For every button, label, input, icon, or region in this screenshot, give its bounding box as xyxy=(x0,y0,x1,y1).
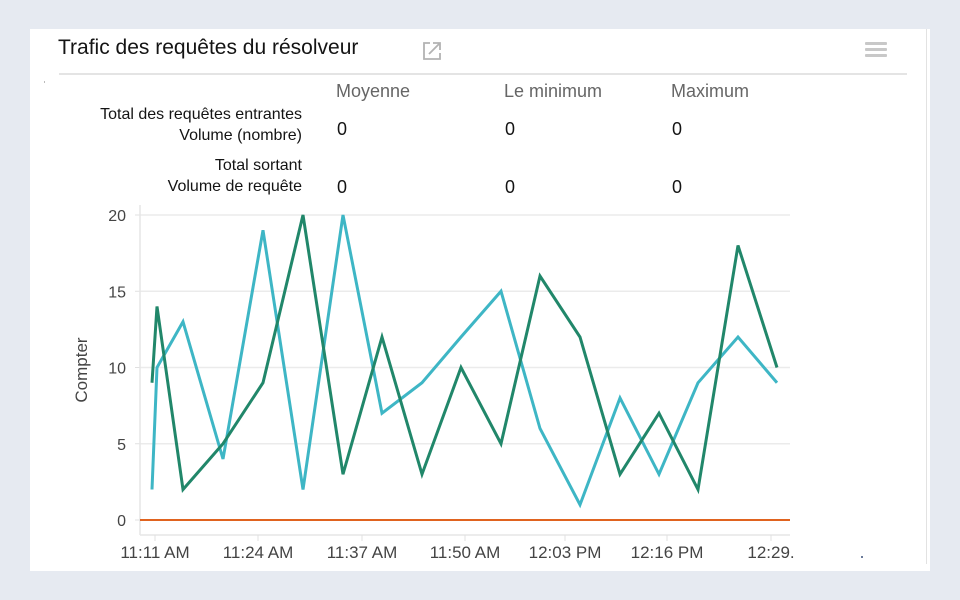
row-label-outgoing: Total sortant Volume de requête xyxy=(168,155,302,197)
x-tick-label: 11:37 AM xyxy=(327,543,398,562)
row-label-line1: Total sortant xyxy=(214,157,302,174)
external-link-icon[interactable] xyxy=(421,40,443,62)
y-axis-label: Compter xyxy=(72,337,91,403)
value-incoming-maximum: 0 xyxy=(672,119,683,139)
row-label-incoming: Total des requêtes entrantes Volume (nom… xyxy=(100,104,302,146)
value-outgoing-maximum: 0 xyxy=(672,177,683,197)
y-tick-label: 0 xyxy=(117,513,126,530)
hamburger-menu-icon[interactable] xyxy=(865,40,887,58)
row-label-line2: Volume de requête xyxy=(167,178,302,195)
x-tick-label: 12:16 PM xyxy=(631,543,704,562)
x-tick-label: 12:03 PM xyxy=(529,543,602,562)
panel-scrollbar-edge xyxy=(926,29,927,564)
x-tick-label: 11:24 AM xyxy=(223,543,294,562)
header-divider xyxy=(59,73,907,75)
y-tick-label: 15 xyxy=(108,284,126,301)
value-incoming-average: 0 xyxy=(337,119,348,139)
value-incoming-minimum: 0 xyxy=(505,119,516,139)
column-header-maximum: Maximum xyxy=(671,81,750,101)
row-label-line2: Volume (nombre) xyxy=(179,127,302,144)
widget-title: Trafic des requêtes du résolveur xyxy=(58,36,359,59)
resize-marker xyxy=(861,556,863,558)
series-green-line xyxy=(150,214,779,495)
tick-mark xyxy=(44,81,45,83)
y-tick-label: 5 xyxy=(117,437,126,454)
y-tick-label: 20 xyxy=(108,208,126,225)
y-tick-label: 10 xyxy=(108,361,126,378)
value-outgoing-minimum: 0 xyxy=(505,177,516,197)
x-tick-label: 12:29. xyxy=(747,543,794,562)
row-label-line1: Total des requêtes entrantes xyxy=(100,106,302,123)
column-header-minimum: Le minimum xyxy=(504,81,603,101)
widget-panel xyxy=(30,29,930,571)
value-outgoing-average: 0 xyxy=(337,177,348,197)
x-tick-label: 11:50 AM xyxy=(430,543,501,562)
series-cyan-line xyxy=(150,214,779,509)
column-header-average: Moyenne xyxy=(336,81,411,101)
x-tick-label: 11:11 AM xyxy=(120,543,189,562)
